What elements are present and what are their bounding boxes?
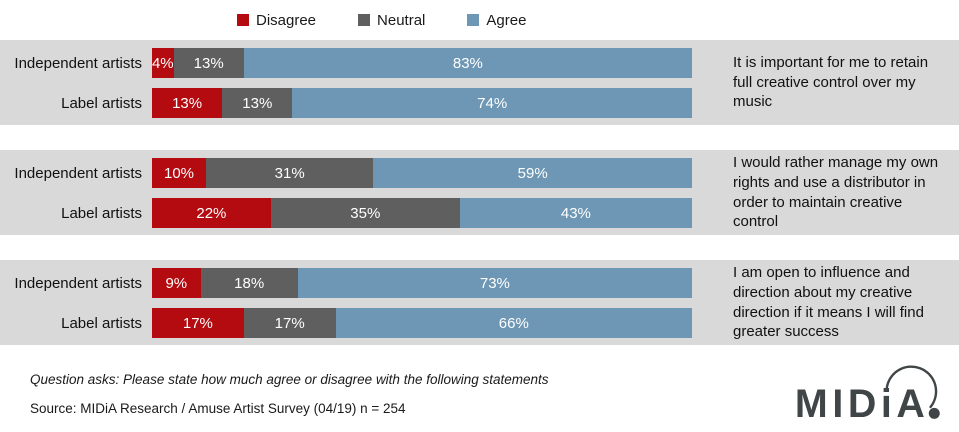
row-label: Independent artists [14,164,142,182]
row-label: Label artists [61,94,142,112]
legend-swatch-neutral-icon [358,14,371,26]
bar-row-independent: Independent artists 9% 18% 73% [0,268,700,298]
midia-logo-wordmark: MIDiA [795,382,930,426]
legend-swatch-agree-icon [467,14,480,26]
statement-column: I would rather manage my own rights and … [700,150,959,235]
bar-segment-neutral: 13% [173,48,244,78]
row-label: Independent artists [14,274,142,292]
legend-item-neutral: Neutral [358,12,425,29]
bar-segment-value: 66% [498,314,529,332]
survey-group-1: Independent artists 4% 13% 83% Label art… [0,40,959,125]
bar-segment-value: 74% [477,94,508,112]
bar-segment-value: 10% [163,164,195,182]
bar-rows: Independent artists 10% 31% 59% Label ar… [0,150,700,235]
row-label: Label artists [61,314,142,332]
row-label: Independent artists [14,54,142,72]
bar-segment-disagree: 4% [152,48,174,78]
bar-segment-neutral: 18% [200,268,298,298]
survey-group-3: Independent artists 9% 18% 73% Label art… [0,260,959,345]
bar-segment-neutral: 13% [222,88,293,118]
source-note: Source: MIDiA Research / Amuse Artist Su… [30,401,406,416]
bar-segment-value: 17% [274,314,305,332]
bar-row-label-artists: Label artists 17% 17% 66% [0,308,700,338]
stacked-bar: 9% 18% 73% [152,268,692,298]
bar-segment-value: 17% [182,314,213,332]
bar-segment-agree: 59% [373,158,692,188]
statement-column: It is important for me to retain full cr… [700,40,959,125]
statement-text: It is important for me to retain full cr… [733,53,929,111]
bar-row-independent: Independent artists 4% 13% 83% [0,48,700,78]
bar-segment-disagree: 10% [152,158,206,188]
bar-segment-agree: 74% [292,88,692,118]
bar-row-independent: Independent artists 10% 31% 59% [0,158,700,188]
legend-label-neutral: Neutral [377,11,426,29]
chart-footer: Question asks: Please state how much agr… [0,372,959,416]
bar-segment-value: 73% [479,274,510,292]
bar-segment-value: 13% [193,54,224,72]
legend-item-disagree: Disagree [237,12,316,29]
bar-row-label-artists: Label artists 13% 13% 74% [0,88,700,118]
logo-arc-icon [885,365,938,409]
logo-period-dot-icon [928,407,940,419]
question-note: Question asks: Please state how much agr… [30,372,549,387]
bar-row-label-artists: Label artists 22% 35% 43% [0,198,700,228]
statement-column: I am open to influence and direction abo… [700,260,959,345]
stacked-bar: 4% 13% 83% [152,48,692,78]
legend-label-agree: Agree [486,11,527,29]
legend-label-disagree: Disagree [256,11,317,29]
legend-swatch-disagree-icon [237,14,249,26]
bar-segment-disagree: 9% [152,268,201,298]
bar-segment-agree: 83% [243,48,692,78]
bar-segment-agree: 73% [297,268,692,298]
bar-segment-value: 4% [151,54,174,72]
bar-segment-value: 22% [196,204,227,222]
bar-segment-neutral: 31% [206,158,374,188]
bar-segment-value: 13% [242,94,273,112]
statement-text: I would rather manage my own rights and … [733,153,939,231]
bar-segment-value: 83% [452,54,483,72]
row-label: Label artists [61,204,142,222]
bar-segment-disagree: 22% [152,198,271,228]
bar-segment-value: 35% [350,204,381,222]
bar-segment-agree: 66% [335,308,692,338]
stacked-bar: 22% 35% 43% [152,198,692,228]
bar-segment-agree: 43% [459,198,692,228]
stacked-bar: 17% 17% 66% [152,308,692,338]
bar-rows: Independent artists 9% 18% 73% Label art… [0,260,700,345]
bar-segment-value: 31% [274,164,305,182]
bar-segment-value: 43% [560,204,591,222]
bar-rows: Independent artists 4% 13% 83% Label art… [0,40,700,125]
bar-segment-value: 13% [172,94,203,112]
bar-segment-value: 18% [234,274,265,292]
statement-text: I am open to influence and direction abo… [733,263,924,341]
bar-segment-value: 59% [517,164,548,182]
midia-logo: MIDiA [795,365,940,426]
bar-segment-neutral: 35% [270,198,460,228]
stacked-bar: 13% 13% 74% [152,88,692,118]
stacked-bar: 10% 31% 59% [152,158,692,188]
survey-group-2: Independent artists 10% 31% 59% Label ar… [0,150,959,235]
bar-segment-neutral: 17% [243,308,336,338]
bar-segment-disagree: 13% [152,88,223,118]
chart-legend: Disagree Neutral Agree [0,0,959,40]
bar-segment-disagree: 17% [152,308,244,338]
legend-item-agree: Agree [467,12,526,29]
bar-segment-value: 9% [165,274,188,292]
